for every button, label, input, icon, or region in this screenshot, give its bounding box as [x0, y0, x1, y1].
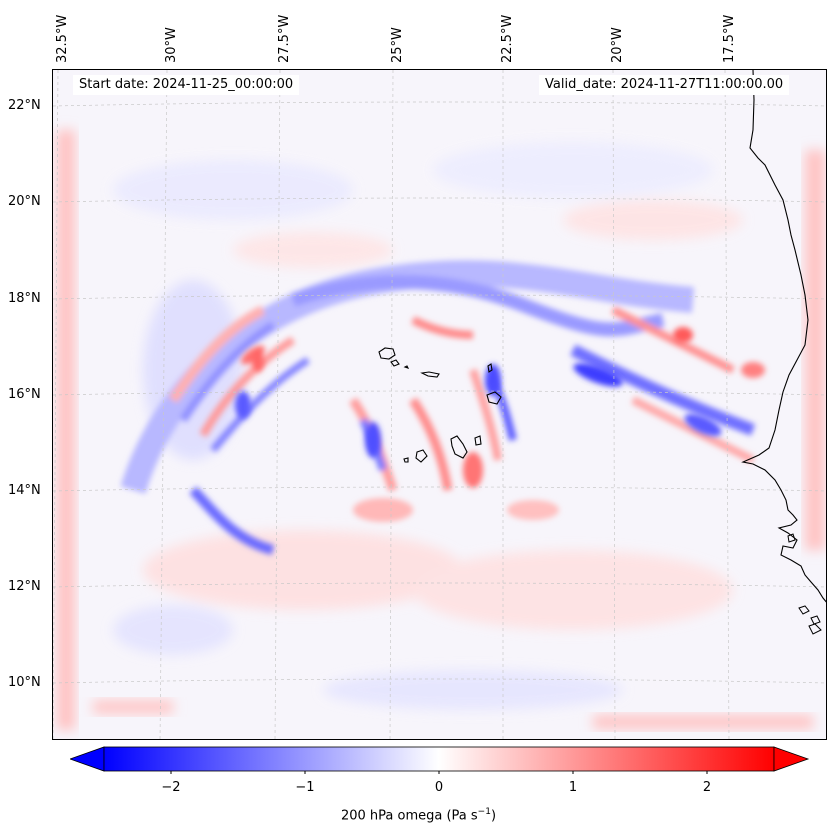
colorbar-tick: 2	[702, 780, 712, 795]
lon-label: 27.5°W	[277, 14, 292, 63]
lon-label: 30°W	[164, 27, 179, 63]
colorbar-label: 200 hPa omega (Pa s−1)	[340, 807, 497, 824]
boundary-zone-right	[805, 150, 825, 550]
lon-label: 25°W	[390, 27, 405, 63]
colorbar-tick: 1	[568, 780, 578, 795]
island-fogo	[415, 449, 428, 463]
lon-label: 32.5°W	[55, 14, 70, 63]
colorbar-tick: −2	[161, 780, 181, 795]
boundary-zone-bottom	[593, 715, 813, 729]
island-maio	[474, 435, 482, 446]
lon-label: 22.5°W	[500, 14, 515, 63]
lat-label: 10°N	[8, 675, 41, 690]
colorbar	[70, 746, 810, 774]
lat-label: 20°N	[8, 194, 41, 209]
lon-label: 20°W	[610, 27, 625, 63]
lon-label: 17.5°W	[722, 14, 737, 63]
colorbar-tick: −1	[295, 780, 315, 795]
colorbar-gradient	[103, 746, 775, 772]
island-santa-luzia	[403, 365, 410, 369]
island-santiago	[450, 435, 468, 459]
island-sal	[487, 363, 493, 373]
colorbar-tick: 0	[434, 780, 444, 795]
island-sao-nicolau	[420, 371, 440, 378]
lat-label: 16°N	[8, 387, 41, 402]
graticule	[53, 70, 826, 739]
boundary-zone-bottom-left	[93, 700, 173, 714]
coastal-islands	[787, 533, 822, 635]
island-santo-antao	[378, 347, 396, 360]
colorbar-min-extend	[70, 746, 105, 772]
omega-field	[53, 70, 826, 739]
island-sao-vicente	[390, 359, 400, 367]
lat-label: 14°N	[8, 483, 41, 498]
colorbar-max-extend	[773, 746, 810, 772]
lat-label: 12°N	[8, 579, 41, 594]
lat-label: 22°N	[8, 98, 41, 113]
lat-label: 18°N	[8, 291, 41, 306]
valid-date-label: Valid_date: 2024-11-27T11:00:00.00	[539, 75, 790, 95]
boundary-zone-left	[57, 130, 75, 730]
start-date-label: Start date: 2024-11-25_00:00:00	[73, 75, 300, 95]
island-brava	[403, 457, 409, 463]
island-boa-vista	[486, 391, 502, 405]
map-panel	[52, 69, 827, 740]
coastline-west-africa	[741, 70, 826, 603]
